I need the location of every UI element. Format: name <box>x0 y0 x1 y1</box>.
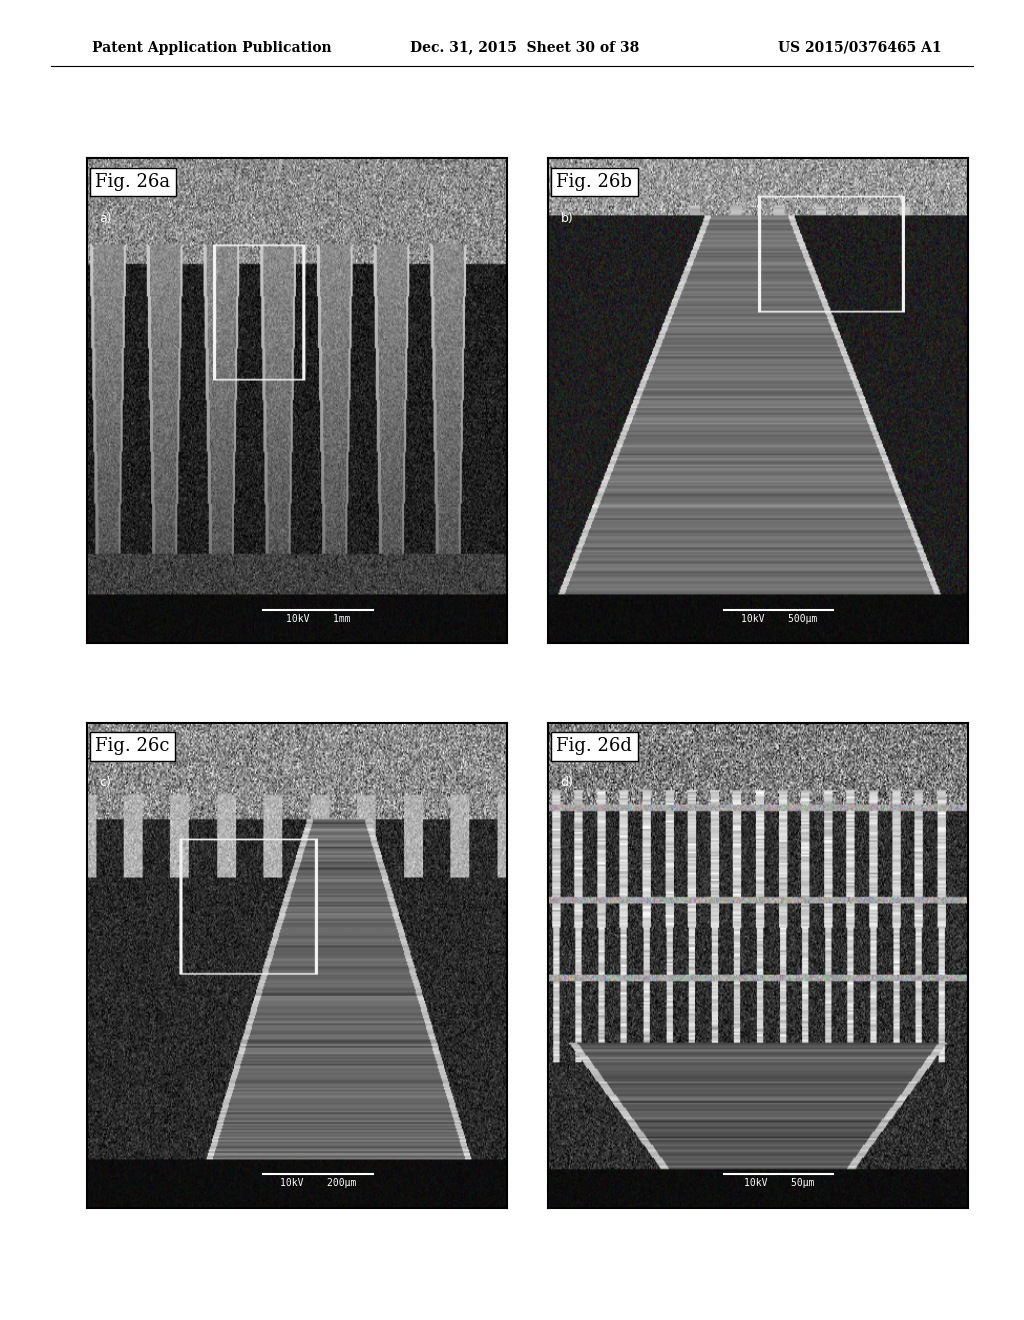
Point <box>82 715 94 731</box>
Text: US 2015/0376465 A1: US 2015/0376465 A1 <box>778 41 942 54</box>
Point <box>543 152 555 168</box>
Text: c): c) <box>99 776 112 789</box>
Text: Fig. 26c: Fig. 26c <box>95 738 170 755</box>
Point <box>543 715 555 731</box>
Text: 10kV    200μm: 10kV 200μm <box>280 1179 356 1188</box>
Text: Fig. 26a: Fig. 26a <box>95 173 171 191</box>
Text: 10kV    1mm: 10kV 1mm <box>286 614 350 624</box>
Point <box>82 715 94 731</box>
Point <box>543 152 555 168</box>
Text: d): d) <box>560 776 573 789</box>
Text: 10kV    50μm: 10kV 50μm <box>743 1179 814 1188</box>
Text: Patent Application Publication: Patent Application Publication <box>92 41 332 54</box>
Text: Dec. 31, 2015  Sheet 30 of 38: Dec. 31, 2015 Sheet 30 of 38 <box>410 41 639 54</box>
Text: 10kV    500μm: 10kV 500μm <box>740 614 817 624</box>
Text: a): a) <box>99 211 113 224</box>
Point <box>543 715 555 731</box>
Point <box>82 152 94 168</box>
Point <box>82 152 94 168</box>
Text: b): b) <box>560 211 573 224</box>
Text: Fig. 26d: Fig. 26d <box>556 738 632 755</box>
Text: Fig. 26b: Fig. 26b <box>556 173 632 191</box>
